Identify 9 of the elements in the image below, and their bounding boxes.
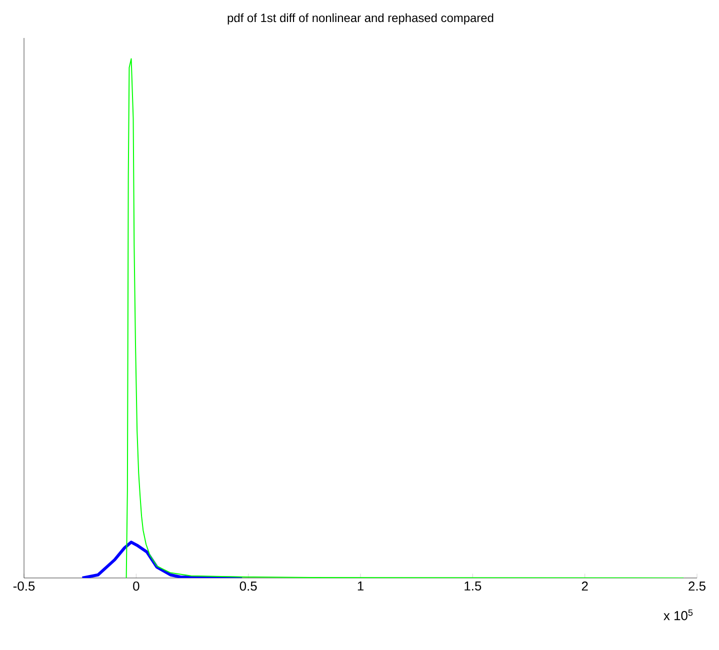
x-tick-label: 1.5: [464, 582, 482, 591]
x-tick-label: 0.5: [240, 582, 257, 591]
x-tick-label: 0: [133, 582, 140, 591]
x-tick-label: 2.5: [688, 582, 706, 591]
x-tick-label: 2: [582, 582, 588, 591]
x-axis-title: x 10$^{5}$: [664, 610, 693, 620]
chart-title: pdf of 1st diff of nonlinear and rephased compared: [228, 13, 494, 24]
x-tick-label: -0.5: [13, 582, 35, 591]
x-tick-label: 1: [358, 582, 364, 590]
